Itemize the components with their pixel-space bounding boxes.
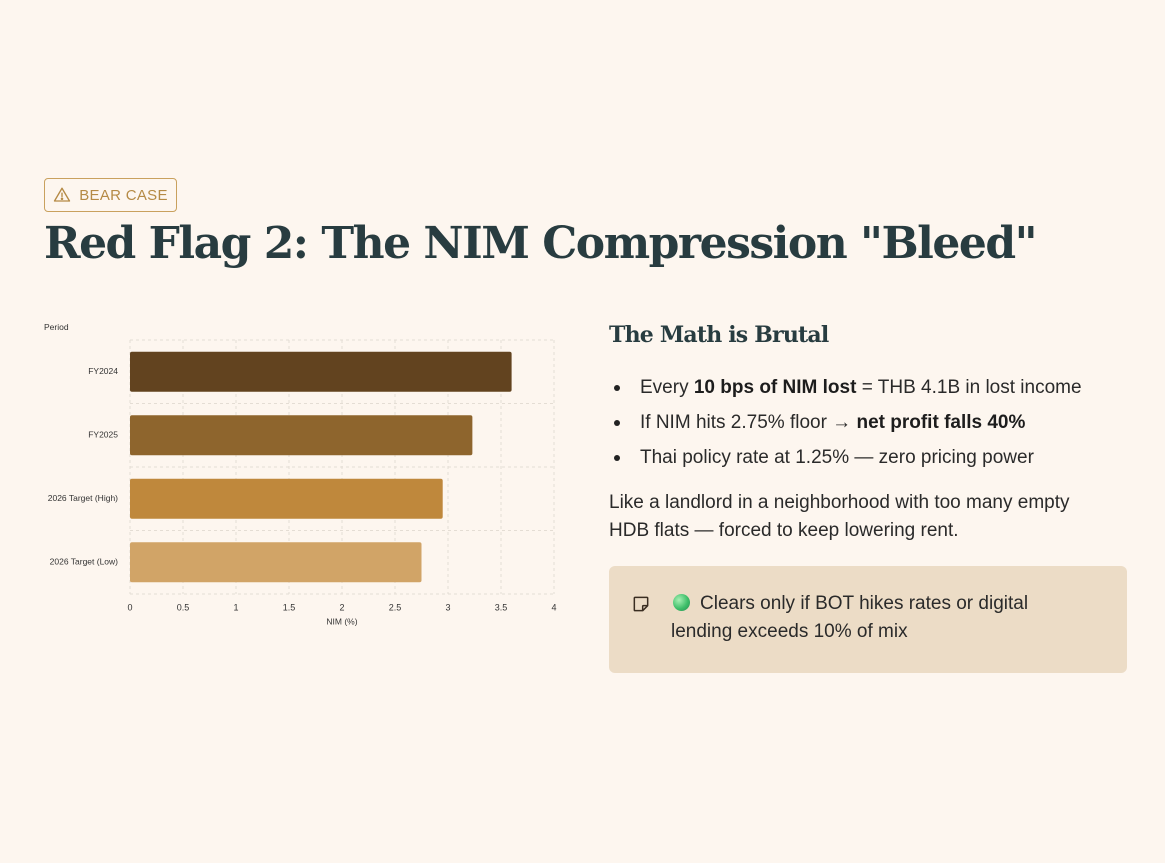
math-bullets: Every 10 bps of NIM lost = THB 4.1B in l… [609, 370, 1139, 475]
page-title: Red Flag 2: The NIM Compression "Bleed" [44, 218, 1038, 269]
y-category-label: 2026 Target (High) [48, 493, 118, 503]
y-axis-title: Period [44, 322, 69, 332]
x-tick-label: 3.5 [495, 602, 508, 612]
sticky-note-icon [633, 596, 649, 612]
math-panel: The Math is Brutal Every 10 bps of NIM l… [609, 322, 1139, 545]
note-text: Clears only if BOT hikes rates or digita… [671, 593, 1029, 642]
bullet-item: Every 10 bps of NIM lost = THB 4.1B in l… [609, 370, 1139, 405]
bar [130, 415, 473, 456]
bear-case-badge: BEAR CASE [44, 178, 177, 212]
bar [130, 542, 422, 583]
catalyst-note: Clears only if BOT hikes rates or digita… [609, 566, 1127, 673]
x-tick-label: 1.5 [283, 602, 296, 612]
y-category-label: 2026 Target (Low) [50, 557, 119, 567]
math-heading: The Math is Brutal [609, 322, 829, 348]
x-tick-label: 0 [127, 602, 132, 612]
green-circle-icon [673, 594, 690, 611]
warning-triangle-icon [54, 187, 71, 202]
chart-svg: 0 0.5 1 1.5 2 2.5 3 3.5 4 FY2024 FY2025 2026 Target… [44, 322, 557, 626]
badge-label: BEAR CASE [79, 186, 168, 204]
bullet-item: If NIM hits 2.75% floor → net profit fal… [609, 405, 1139, 440]
bullet-item: Thai policy rate at 1.25% — zero pricing… [609, 440, 1139, 475]
x-tick-label: 2.5 [389, 602, 402, 612]
bar [130, 351, 512, 392]
x-tick-label: 3 [445, 602, 450, 612]
x-tick-label: 1 [233, 602, 238, 612]
landlord-analogy: Like a landlord in a neighborhood with t… [609, 492, 1070, 541]
nim-bar-chart: 0 0.5 1 1.5 2 2.5 3 3.5 4 FY2024 FY2025 2026 Target… [36, 318, 576, 628]
x-tick-label: 0.5 [177, 602, 190, 612]
x-tick-label: 4 [551, 602, 556, 612]
bar [130, 478, 443, 519]
y-category-label: FY2025 [88, 430, 118, 440]
x-axis-title: NIM (%) [326, 616, 357, 626]
x-tick-label: 2 [339, 602, 344, 612]
y-category-label: FY2024 [88, 366, 118, 376]
